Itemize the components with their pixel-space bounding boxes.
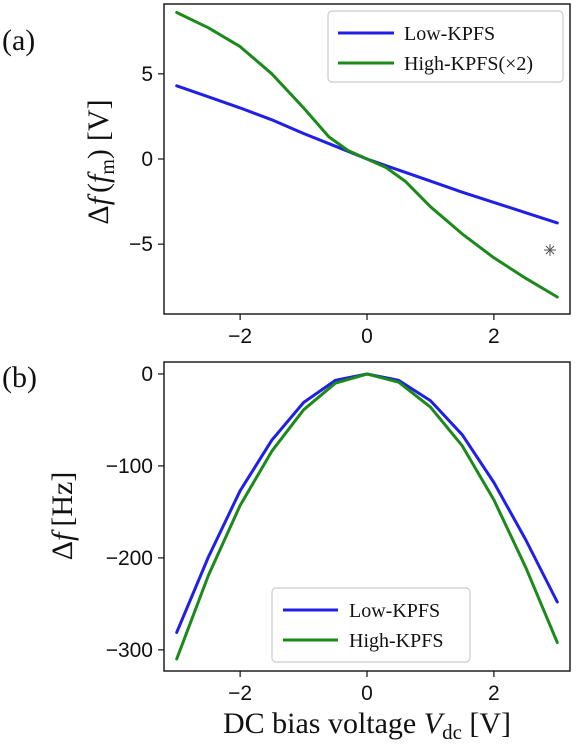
panel-b-x-axis-label: DC bias voltage Vdc [V] <box>223 707 511 744</box>
panel-b-x-tick-label: 2 <box>488 682 500 705</box>
panel-b-legend-label-high: High-KPFS <box>349 630 443 652</box>
panel-a: (a) −2 0 2 5 0 −5 Δf(fm)[V] Low-KPFS High-KP… <box>2 3 571 348</box>
panel-b-x-tick-label: 0 <box>361 682 373 705</box>
cursor-icon <box>544 244 556 256</box>
panel-a-y-tick-label: −5 <box>129 233 153 256</box>
panel-b-y-tick-label: −100 <box>106 455 153 478</box>
panel-a-y-ticks: 5 0 −5 <box>129 63 164 256</box>
panel-a-y-axis-label: Δf(fm)[V] <box>82 99 119 224</box>
panel-a-label: (a) <box>2 24 35 57</box>
panel-b-series-high-line <box>175 372 559 661</box>
panel-a-x-tick-label: 0 <box>361 325 373 348</box>
panel-b: (b) −2 0 2 0 −100 −200 −300 Δf[Hz] DC bias vo… <box>2 361 571 744</box>
panel-b-y-tick-label: 0 <box>141 363 153 386</box>
panel-a-y-tick-label: 5 <box>141 63 153 86</box>
panel-a-series-high-line <box>175 11 559 299</box>
panel-b-y-tick-label: −300 <box>106 639 153 662</box>
panel-b-y-ticks: 0 −100 −200 −300 <box>106 363 164 662</box>
panel-a-legend-label-low: Low-KPFS <box>404 23 495 45</box>
panel-a-x-ticks: −2 0 2 <box>228 314 500 348</box>
panel-a-series-low-line <box>175 84 559 225</box>
panel-a-legend-label-high: High-KPFS(×2) <box>404 53 533 75</box>
panel-a-legend: Low-KPFS High-KPFS(×2) <box>327 10 564 83</box>
panel-b-legend-label-low: Low-KPFS <box>349 600 440 622</box>
panel-b-y-axis-label: Δf[Hz] <box>46 472 79 561</box>
panel-a-lines <box>175 11 559 299</box>
panel-b-legend: Low-KPFS High-KPFS <box>271 587 471 663</box>
panel-a-x-tick-label: −2 <box>228 325 252 348</box>
panel-b-label: (b) <box>2 361 37 394</box>
panel-b-lines <box>175 372 559 661</box>
panel-b-x-ticks: −2 0 2 <box>228 671 500 705</box>
panel-a-x-tick-label: 2 <box>488 325 500 348</box>
panel-b-y-tick-label: −200 <box>106 547 153 570</box>
panel-a-y-tick-label: 0 <box>141 148 153 171</box>
panel-b-x-tick-label: −2 <box>228 682 252 705</box>
